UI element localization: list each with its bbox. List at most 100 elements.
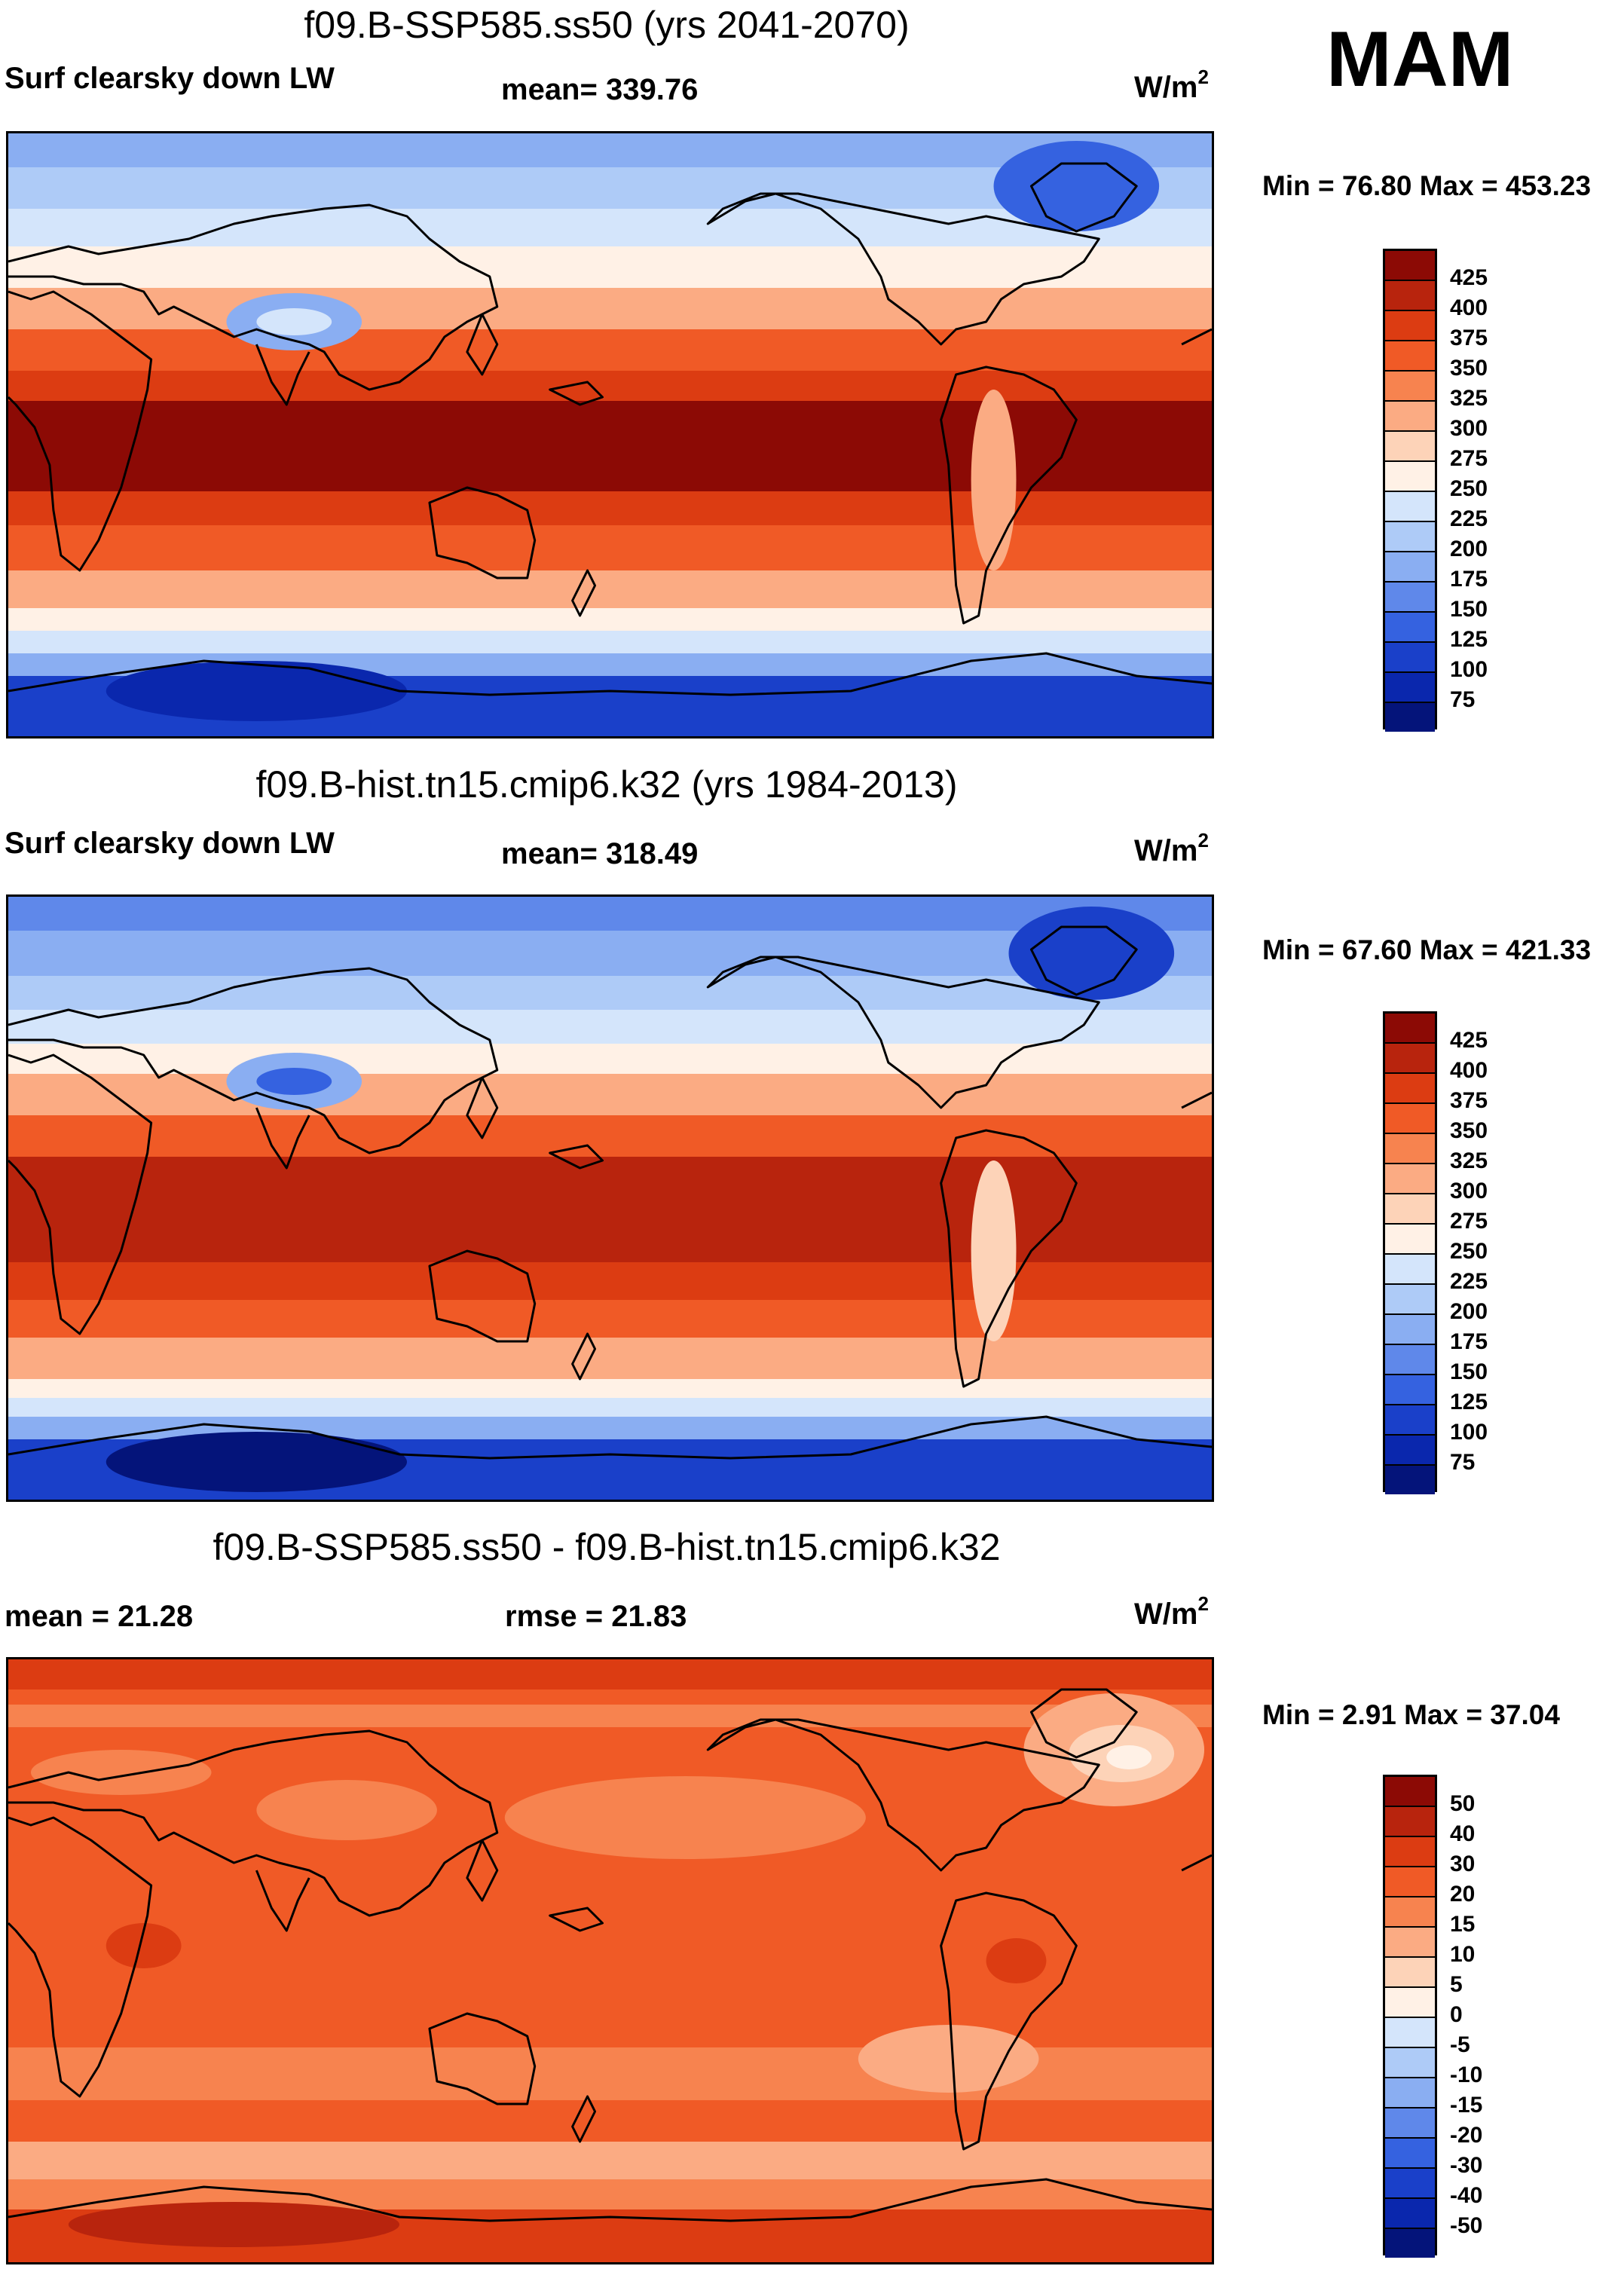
panel2-map xyxy=(6,894,1214,1502)
colorbar-swatch xyxy=(1385,1164,1435,1194)
colorbar-swatch xyxy=(1385,1044,1435,1074)
colorbar-label: 200 xyxy=(1450,537,1488,561)
colorbar-label: -30 xyxy=(1450,2153,1483,2178)
colorbar-label: 375 xyxy=(1450,1088,1488,1113)
colorbar-swatch xyxy=(1385,1285,1435,1315)
colorbar-swatch xyxy=(1385,1074,1435,1104)
colorbar-label: 325 xyxy=(1450,1148,1488,1173)
panel1-units: W/m2 xyxy=(1134,66,1209,104)
colorbar-swatch xyxy=(1385,583,1435,613)
colorbar-swatch xyxy=(1385,1225,1435,1255)
colorbar-label: 375 xyxy=(1450,326,1488,350)
colorbar-swatch xyxy=(1385,1194,1435,1225)
colorbar-swatch xyxy=(1385,432,1435,462)
colorbar-label: 125 xyxy=(1450,1390,1488,1414)
colorbar-swatch xyxy=(1385,1134,1435,1164)
colorbar-label: -40 xyxy=(1450,2183,1483,2208)
colorbar-swatch xyxy=(1385,613,1435,643)
colorbar-label: 175 xyxy=(1450,1329,1488,1354)
colorbar-swatch xyxy=(1385,462,1435,492)
colorbar-label: 5 xyxy=(1450,1972,1463,1997)
colorbar-label: 20 xyxy=(1450,1882,1476,1907)
panel3-mean-label: mean = 21.28 xyxy=(5,1600,194,1633)
season-label: MAM xyxy=(1326,16,1514,103)
colorbar-label: 400 xyxy=(1450,1058,1488,1083)
colorbar-swatch xyxy=(1385,552,1435,583)
colorbar-label: 15 xyxy=(1450,1912,1476,1937)
colorbar-label: 10 xyxy=(1450,1942,1476,1967)
panel3-rmse-label: rmse = 21.83 xyxy=(505,1600,687,1633)
colorbar-swatch xyxy=(1385,2048,1435,2078)
colorbar-label: 150 xyxy=(1450,597,1488,622)
panel2-units: W/m2 xyxy=(1134,829,1209,867)
panel3-units: W/m2 xyxy=(1134,1592,1209,1631)
colorbar-swatch xyxy=(1385,643,1435,673)
panel2-variable-label: Surf clearsky down LW xyxy=(5,827,335,860)
colorbar-label: 0 xyxy=(1450,2002,1463,2027)
panel2-title: f09.B-hist.tn15.cmip6.k32 (yrs 1984-2013… xyxy=(255,763,958,806)
colorbar-swatch xyxy=(1385,1837,1435,1867)
panel2-mean-label: mean= 318.49 xyxy=(501,837,699,870)
colorbar-swatch xyxy=(1385,402,1435,432)
panel1-mean-label: mean= 339.76 xyxy=(501,73,699,106)
colorbar-swatch xyxy=(1385,1255,1435,1285)
colorbar-label: 75 xyxy=(1450,687,1476,712)
colorbar-swatch xyxy=(1385,1777,1435,1807)
colorbar-label: 225 xyxy=(1450,506,1488,531)
colorbar-label: -20 xyxy=(1450,2123,1483,2148)
colorbar-swatch xyxy=(1385,372,1435,402)
colorbar-swatch xyxy=(1385,1466,1435,1494)
colorbar-label: 425 xyxy=(1450,1028,1488,1053)
colorbar-label: 250 xyxy=(1450,476,1488,501)
colorbar-label: 225 xyxy=(1450,1269,1488,1294)
colorbar-label: 30 xyxy=(1450,1852,1476,1876)
colorbar-label: 100 xyxy=(1450,1420,1488,1445)
panel3-colorbar xyxy=(1383,1775,1437,2258)
colorbar-swatch xyxy=(1385,2199,1435,2229)
colorbar-swatch xyxy=(1385,2078,1435,2108)
colorbar-label: 350 xyxy=(1450,1118,1488,1143)
colorbar-swatch xyxy=(1385,1375,1435,1405)
panel1-variable-label: Surf clearsky down LW xyxy=(5,62,335,95)
panel2-colorbar xyxy=(1383,1011,1437,1494)
colorbar-label: 300 xyxy=(1450,416,1488,441)
colorbar-label: 40 xyxy=(1450,1821,1476,1846)
colorbar-swatch xyxy=(1385,311,1435,341)
colorbar-swatch xyxy=(1385,703,1435,732)
colorbar-swatch xyxy=(1385,2018,1435,2048)
colorbar-swatch xyxy=(1385,1345,1435,1375)
colorbar-swatch xyxy=(1385,251,1435,281)
colorbar-label: -15 xyxy=(1450,2093,1483,2118)
colorbar-swatch xyxy=(1385,1807,1435,1837)
colorbar-label: 425 xyxy=(1450,265,1488,290)
colorbar-label: 150 xyxy=(1450,1359,1488,1384)
colorbar-swatch xyxy=(1385,1436,1435,1466)
panel1-title: f09.B-SSP585.ss50 (yrs 2041-2070) xyxy=(304,4,910,46)
colorbar-swatch xyxy=(1385,2169,1435,2199)
colorbar-swatch xyxy=(1385,1958,1435,1988)
panel3-minmax: Min = 2.91 Max = 37.04 xyxy=(1262,1699,1560,1730)
colorbar-label: 300 xyxy=(1450,1179,1488,1203)
colorbar-label: 100 xyxy=(1450,657,1488,682)
colorbar-swatch xyxy=(1385,341,1435,372)
colorbar-label: 200 xyxy=(1450,1299,1488,1324)
panel3-map xyxy=(6,1657,1214,2264)
colorbar-label: 275 xyxy=(1450,1209,1488,1234)
panel3-title: f09.B-SSP585.ss50 - f09.B-hist.tn15.cmip… xyxy=(213,1526,1001,1568)
panel1-minmax: Min = 76.80 Max = 453.23 xyxy=(1262,170,1592,201)
colorbar-swatch xyxy=(1385,522,1435,552)
colorbar-swatch xyxy=(1385,1867,1435,1897)
colorbar-swatch xyxy=(1385,1405,1435,1436)
colorbar-swatch xyxy=(1385,2108,1435,2139)
colorbar-swatch xyxy=(1385,281,1435,311)
colorbar-label: 275 xyxy=(1450,446,1488,471)
colorbar-swatch xyxy=(1385,2139,1435,2169)
colorbar-label: 350 xyxy=(1450,356,1488,381)
colorbar-swatch xyxy=(1385,673,1435,703)
colorbar-label: -50 xyxy=(1450,2213,1483,2238)
colorbar-swatch xyxy=(1385,1315,1435,1345)
colorbar-swatch xyxy=(1385,1988,1435,2018)
colorbar-label: -10 xyxy=(1450,2063,1483,2087)
panel2-minmax: Min = 67.60 Max = 421.33 xyxy=(1262,934,1592,965)
colorbar-label: -5 xyxy=(1450,2032,1470,2057)
